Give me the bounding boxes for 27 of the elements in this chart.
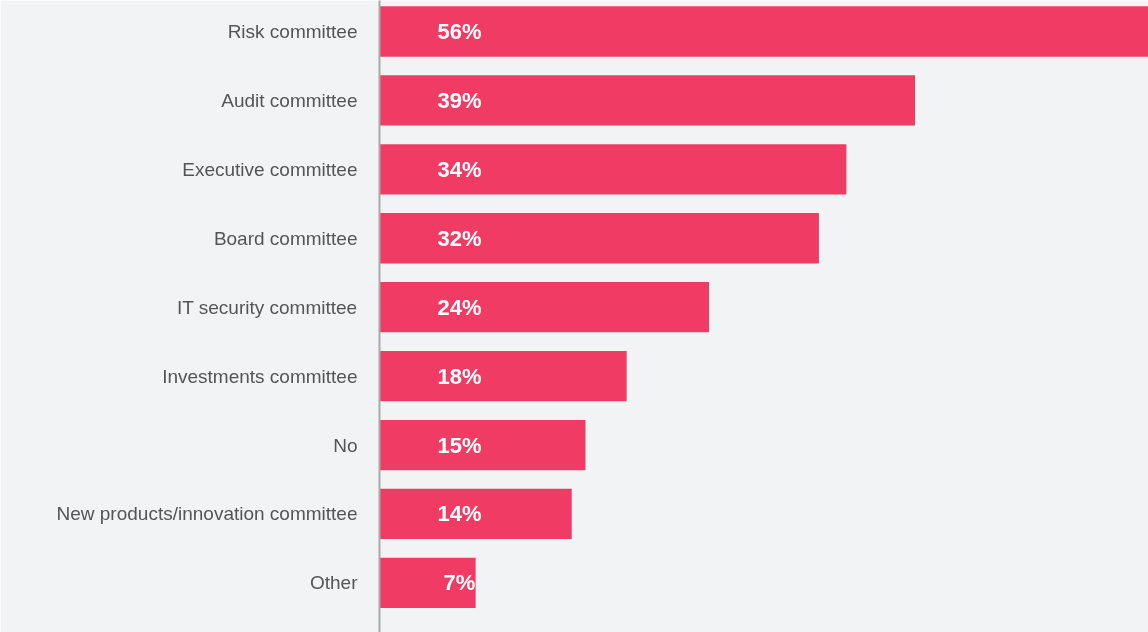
data-label: 39% bbox=[437, 87, 482, 113]
bar bbox=[379, 557, 476, 609]
data-label: 7% bbox=[443, 570, 476, 596]
y-tick-label: Risk committee bbox=[227, 21, 358, 43]
y-tick-label: Other bbox=[309, 572, 359, 594]
y-tick-label: IT security committee bbox=[176, 296, 358, 318]
y-tick-label: Investments committee bbox=[162, 365, 358, 387]
data-label: 32% bbox=[437, 225, 482, 251]
bar bbox=[379, 144, 847, 195]
y-tick-label: Executive committee bbox=[182, 158, 358, 180]
data-label: 18% bbox=[437, 363, 482, 389]
bar bbox=[379, 213, 819, 264]
bar bbox=[379, 6, 1148, 57]
data-label: 56% bbox=[437, 19, 482, 45]
data-label: 24% bbox=[437, 294, 482, 320]
data-label: 34% bbox=[437, 156, 482, 182]
y-tick-label: Audit committee bbox=[221, 89, 358, 111]
data-label: 15% bbox=[437, 432, 482, 458]
y-tick-label: Board committee bbox=[213, 227, 358, 249]
y-tick-label: No bbox=[333, 434, 358, 456]
bar bbox=[379, 350, 627, 402]
bar bbox=[379, 75, 916, 126]
y-tick-label: New products/innovation committee bbox=[56, 503, 358, 525]
bar bbox=[379, 488, 572, 540]
bar bbox=[379, 282, 710, 333]
data-label: 14% bbox=[437, 501, 482, 527]
bar bbox=[379, 419, 586, 471]
